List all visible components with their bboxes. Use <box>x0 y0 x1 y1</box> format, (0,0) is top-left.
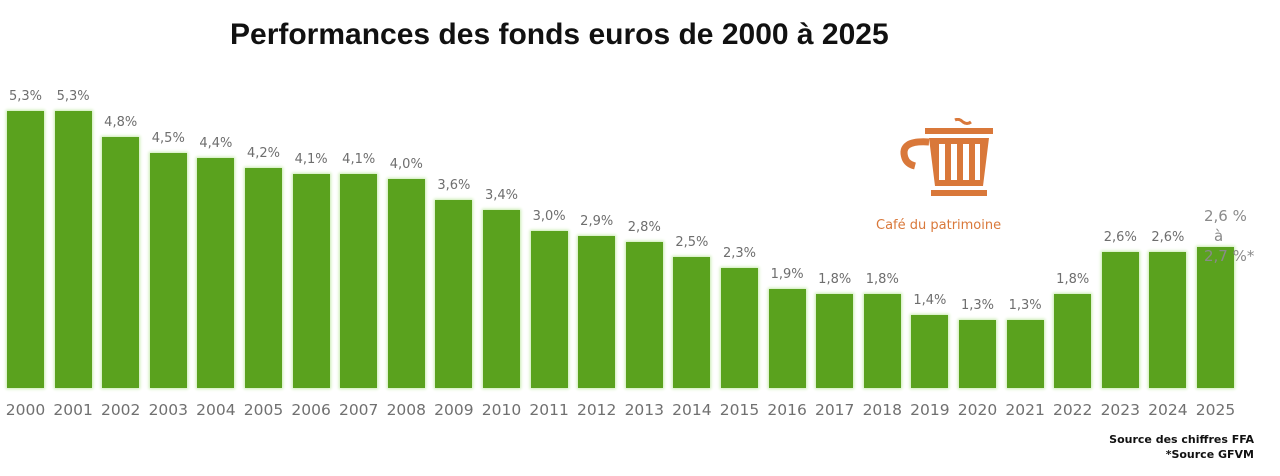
x-tick-label: 2019 <box>910 401 950 419</box>
x-tick-label: 2006 <box>291 401 331 419</box>
bar-2009 <box>435 199 473 388</box>
bar-2008 <box>387 178 425 388</box>
value-label: 2,3% <box>722 245 757 261</box>
bar-2023 <box>1101 252 1139 388</box>
bar-2006 <box>292 173 330 388</box>
x-tick-label: 2008 <box>386 401 427 419</box>
bar-2024 <box>1149 252 1187 388</box>
bar-2020 <box>959 320 996 388</box>
x-tick-label: 2011 <box>529 401 569 419</box>
value-label: 4,1% <box>294 151 328 167</box>
x-tick-label: 2022 <box>1052 401 1093 419</box>
value-label: 1,8% <box>1056 271 1090 287</box>
x-tick-label: 2002 <box>100 401 141 419</box>
x-tick-label: 2024 <box>1148 401 1188 419</box>
x-tick-label: 2013 <box>624 401 665 419</box>
bar-2013 <box>625 241 663 388</box>
x-tick-label: 2020 <box>957 401 998 419</box>
range-low: 2,6 % <box>1204 207 1247 225</box>
bar-2025 <box>1197 246 1234 388</box>
value-label: 1,8% <box>818 271 852 287</box>
value-label: 3,4% <box>484 188 519 204</box>
x-tick-label: 2005 <box>243 401 284 419</box>
value-label: 2,6% <box>1151 230 1185 246</box>
bar-2025-range-label: 2,6 % à 2,7 %* <box>1204 206 1280 266</box>
x-tick-label: 2017 <box>814 401 855 419</box>
x-tick-label: 2000 <box>5 401 46 419</box>
bar-2007 <box>340 173 378 388</box>
x-tick-label: 2003 <box>148 401 189 419</box>
bar-2005 <box>245 168 282 388</box>
x-tick-label: 2009 <box>434 401 474 419</box>
bar-2000 <box>7 110 44 388</box>
value-label: 3,6% <box>437 177 471 193</box>
bar-2010 <box>483 210 520 388</box>
value-label: 4,4% <box>199 135 233 151</box>
bar-2003 <box>149 152 187 388</box>
value-label: 1,8% <box>865 271 899 287</box>
x-tick-label: 2007 <box>338 401 379 419</box>
value-label: 1,9% <box>770 266 804 282</box>
x-tick-label: 2004 <box>196 401 236 419</box>
value-label: 4,5% <box>151 130 185 146</box>
bar-2014 <box>673 257 711 388</box>
bar-2022 <box>1054 293 1092 388</box>
value-label: 1,4% <box>913 292 947 308</box>
chart-title: Performances des fonds euros de 2000 à 2… <box>230 18 889 51</box>
x-tick-label: 2016 <box>767 401 807 419</box>
bar-2015 <box>721 267 758 388</box>
coffee-cup-icon <box>900 118 993 196</box>
bar-2021 <box>1006 320 1044 388</box>
x-tick-label: 2025 <box>1195 401 1236 419</box>
value-label: 5,3% <box>8 88 43 104</box>
value-label: 4,0% <box>389 156 423 172</box>
value-label: 5,3% <box>56 88 90 104</box>
x-tick-label: 2001 <box>53 401 93 419</box>
source-gfvm: *Source GFVM <box>1165 448 1254 461</box>
bar-2017 <box>816 293 854 388</box>
range-high: 2,7 %* <box>1204 247 1255 265</box>
value-label: 2,6% <box>1103 230 1137 246</box>
x-tick-label: 2015 <box>719 401 760 419</box>
value-label: 1,3% <box>1008 298 1042 313</box>
bar-2012 <box>578 236 616 388</box>
value-label: 2,9% <box>580 214 614 230</box>
value-label: 4,2% <box>246 146 281 162</box>
bar-2019 <box>911 314 949 388</box>
bar-2011 <box>530 231 568 388</box>
value-label: 3,0% <box>532 209 566 225</box>
value-label: 4,1% <box>342 151 376 167</box>
x-tick-label: 2023 <box>1100 401 1141 419</box>
logo-text: Café du patrimoine <box>876 218 1002 233</box>
value-label: 4,8% <box>104 114 138 130</box>
bar-2004 <box>197 157 235 388</box>
bar-2018 <box>863 293 901 388</box>
value-label: 1,3% <box>960 298 995 313</box>
x-tick-label: 2018 <box>862 401 903 419</box>
value-label: 2,8% <box>627 219 661 235</box>
x-tick-label: 2012 <box>576 401 617 419</box>
range-sep: à <box>1214 227 1224 245</box>
bar-2016 <box>768 288 806 388</box>
source-ffa: Source des chiffres FFA <box>1109 433 1254 446</box>
x-tick-label: 2010 <box>481 401 522 419</box>
bar-2001 <box>54 110 92 388</box>
value-label: 2,5% <box>675 235 709 251</box>
x-tick-label: 2014 <box>672 401 712 419</box>
source-note: Source des chiffres FFA *Source GFVM <box>1109 432 1254 462</box>
x-tick-label: 2021 <box>1005 401 1045 419</box>
bar-2002 <box>102 136 140 388</box>
